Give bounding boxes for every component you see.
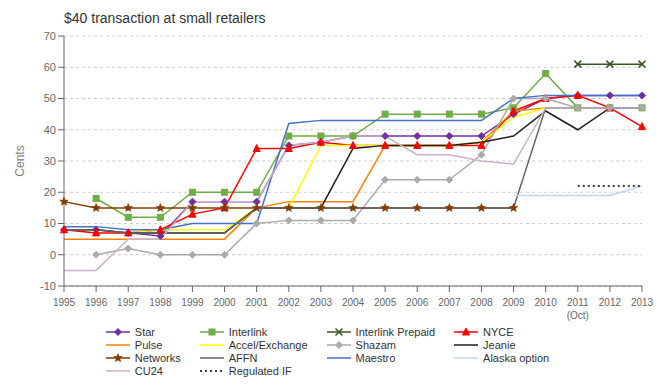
svg-text:2012: 2012 (599, 297, 622, 308)
html-text:CU24: CU24 (134, 365, 163, 377)
svg-text:2009: 2009 (502, 297, 525, 308)
html-text:Alaska option: Alaska option (483, 352, 550, 364)
html-text:Interlink: Interlink (228, 326, 268, 338)
svg-text:2008: 2008 (470, 297, 493, 308)
svg-text:2010: 2010 (535, 297, 558, 308)
html-text:Pulse: Pulse (134, 339, 163, 351)
svg-text:20: 20 (44, 186, 56, 198)
svg-text:2006: 2006 (406, 297, 429, 308)
svg-text:Cents: Cents (13, 145, 27, 176)
svg-text:1999: 1999 (181, 297, 204, 308)
svg-text:2005: 2005 (374, 297, 397, 308)
html-text:Shazam: Shazam (355, 339, 396, 351)
svg-text:2011: 2011 (567, 297, 589, 308)
html-text:Networks: Networks (134, 352, 181, 364)
html-text:Accel/Exchange: Accel/Exchange (228, 339, 308, 351)
svg-text:2013: 2013 (631, 297, 654, 308)
svg-text:1995: 1995 (53, 297, 76, 308)
svg-text:1996: 1996 (85, 297, 108, 308)
svg-text:2002: 2002 (278, 297, 301, 308)
svg-text:(Oct): (Oct) (567, 310, 589, 321)
svg-text:2001: 2001 (246, 297, 269, 308)
html-text:AFFN: AFFN (228, 352, 258, 364)
html-text:$40 transaction at small retai: $40 transaction at small retailers (64, 10, 266, 26)
html-text:Regulated IF: Regulated IF (228, 365, 292, 377)
svg-text:-10: -10 (40, 280, 56, 292)
svg-text:60: 60 (44, 61, 56, 73)
svg-text:1998: 1998 (149, 297, 172, 308)
svg-text:2000: 2000 (213, 297, 236, 308)
svg-text:40: 40 (44, 124, 56, 136)
svg-text:1997: 1997 (117, 297, 140, 308)
svg-text:10: 10 (44, 217, 56, 229)
html-text:NYCE: NYCE (483, 326, 514, 338)
html-text:Interlink Prepaid: Interlink Prepaid (355, 326, 436, 338)
svg-text:2007: 2007 (438, 297, 461, 308)
svg-text:30: 30 (44, 155, 56, 167)
html-text:Star: Star (134, 326, 155, 338)
html-text:Maestro: Maestro (355, 352, 396, 364)
html-text:Jeanie: Jeanie (483, 339, 516, 351)
svg-text:70: 70 (44, 30, 56, 42)
svg-text:2004: 2004 (342, 297, 365, 308)
svg-text:50: 50 (44, 92, 56, 104)
svg-text:0: 0 (50, 249, 56, 261)
svg-text:2003: 2003 (310, 297, 333, 308)
